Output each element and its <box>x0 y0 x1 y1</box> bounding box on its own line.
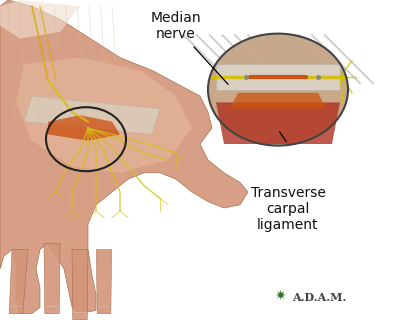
Polygon shape <box>0 0 248 314</box>
Text: Median
nerve: Median nerve <box>151 11 201 41</box>
Polygon shape <box>16 58 192 173</box>
Polygon shape <box>9 250 28 314</box>
Polygon shape <box>44 243 60 314</box>
Polygon shape <box>48 115 120 141</box>
Circle shape <box>208 34 348 146</box>
Text: A.D.A.M.: A.D.A.M. <box>292 292 346 303</box>
Polygon shape <box>216 102 340 144</box>
Polygon shape <box>24 96 160 134</box>
Text: Transverse
carpal
ligament: Transverse carpal ligament <box>250 186 326 232</box>
Text: ✷: ✷ <box>274 289 286 303</box>
Polygon shape <box>96 250 112 314</box>
Polygon shape <box>230 93 326 109</box>
Polygon shape <box>72 250 88 320</box>
Polygon shape <box>0 0 80 38</box>
Polygon shape <box>216 64 340 90</box>
